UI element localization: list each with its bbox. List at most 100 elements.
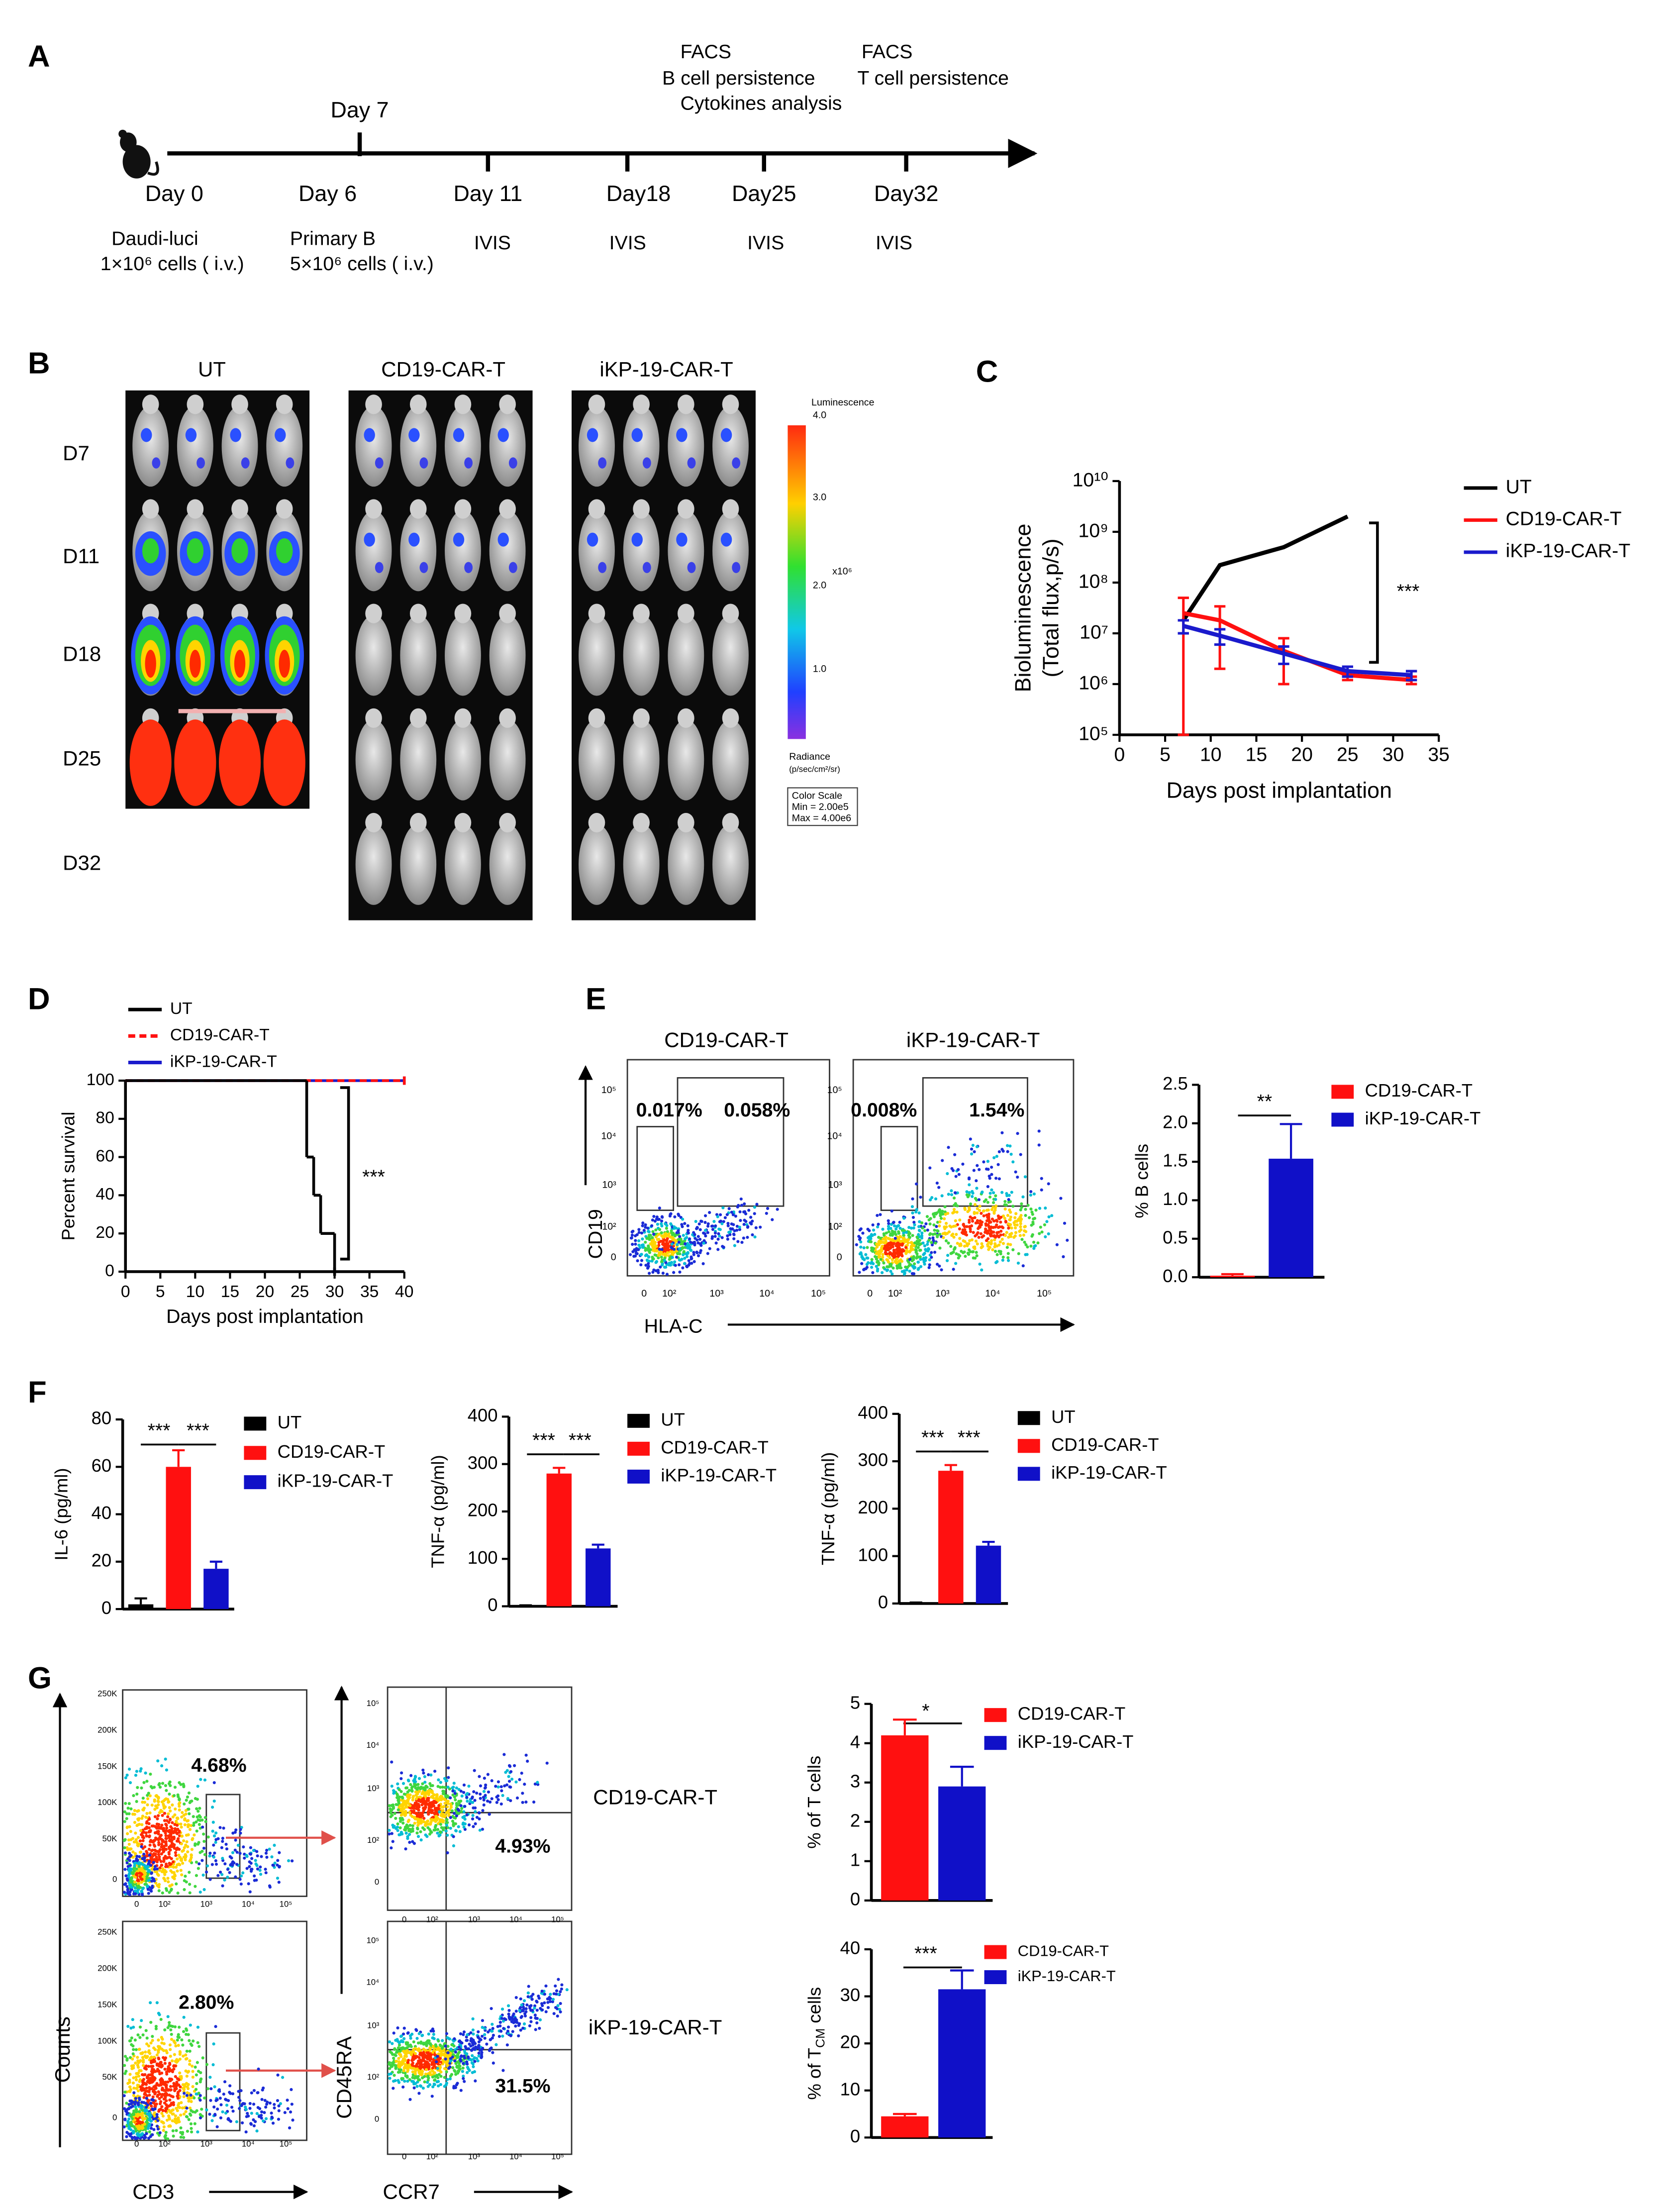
flow-event [685, 1252, 689, 1256]
flow-event [678, 1270, 682, 1274]
flow-event [703, 1232, 707, 1235]
flow-event [141, 1839, 145, 1842]
flow-event [219, 2116, 222, 2119]
flow-event [211, 1829, 214, 1833]
gate [677, 1077, 785, 1207]
flow-event [202, 1846, 206, 1850]
flow-event [194, 2065, 197, 2069]
flow-event [439, 1795, 443, 1798]
flow-event [963, 1207, 967, 1211]
flow-event [915, 1239, 919, 1243]
flow-event [928, 1253, 932, 1257]
flow-event [659, 1265, 662, 1269]
flow-event [164, 1805, 167, 1809]
flow-event [424, 1791, 427, 1794]
flow-event [436, 1785, 440, 1788]
flow-event [928, 1258, 931, 1262]
flow-event [178, 2025, 181, 2029]
flow-event [944, 1239, 948, 1243]
flow-event [132, 2048, 135, 2051]
flow-event [924, 1259, 927, 1262]
flow-event [213, 2085, 216, 2089]
flow-event [123, 1851, 127, 1855]
flow-event [402, 1792, 406, 1796]
flow-event [441, 2039, 444, 2042]
flow-event [149, 1864, 153, 1867]
flow-event [1059, 1197, 1063, 1200]
flow-event [400, 2039, 403, 2042]
flow-event [178, 1781, 181, 1785]
flow-event [149, 2065, 153, 2068]
flow-event [175, 1823, 179, 1827]
flow-event [969, 1230, 972, 1233]
flow-event [1032, 1192, 1036, 1196]
flow-event [156, 1759, 160, 1763]
flow-event [445, 2064, 449, 2068]
flow-event [265, 1855, 269, 1859]
flow-event [136, 2089, 140, 2093]
flow-event [886, 1248, 890, 1251]
flow-event [250, 2111, 253, 2115]
flow-event [168, 2063, 172, 2066]
flow-event [884, 1235, 887, 1239]
flow-event [196, 1785, 199, 1788]
flow-event [142, 2078, 146, 2081]
flow-event [223, 2080, 227, 2084]
flow-event [173, 1874, 177, 1878]
flow-event [913, 1223, 916, 1226]
flow-event [1001, 1258, 1004, 1262]
flow-event [457, 1809, 461, 1812]
flow-event [174, 1865, 178, 1869]
flow-event [138, 2047, 141, 2051]
flow-event [396, 2079, 400, 2082]
flow-event [135, 1792, 139, 1796]
flow-event [150, 2059, 153, 2063]
flow-event [240, 2103, 244, 2106]
flow-event [711, 1227, 715, 1231]
flow-event [471, 1795, 474, 1799]
flow-event [150, 2078, 153, 2081]
flow-event [931, 1236, 935, 1240]
flow-event [914, 1210, 918, 1214]
flow-event [928, 1222, 932, 1226]
flow-event [156, 2119, 160, 2122]
flow-event [163, 2135, 167, 2138]
flow-event [417, 1777, 421, 1780]
flow-event [174, 2114, 177, 2117]
flow-event [452, 1811, 456, 1815]
flow-event [681, 1266, 685, 1270]
flow-event [423, 1788, 427, 1792]
flow-event [1003, 1233, 1007, 1237]
flow-event [414, 2056, 417, 2060]
flow-event [1040, 1177, 1043, 1180]
flow-event [858, 1252, 862, 1256]
flow-event [127, 1767, 131, 1771]
flow-event [129, 2122, 132, 2126]
flow-event [980, 1223, 983, 1226]
flow-event [249, 1846, 252, 1849]
flow-event [441, 1809, 445, 1812]
mouse-icon [118, 129, 159, 179]
flow-event [263, 2099, 267, 2102]
flow-event [414, 2075, 418, 2079]
flow-event [169, 2088, 172, 2092]
flow-event [175, 1828, 179, 1832]
flow-event [224, 1842, 228, 1846]
flow-event [523, 1783, 526, 1786]
flow-event [644, 1225, 647, 1229]
flow-event [403, 2079, 406, 2083]
flow-event [410, 2032, 414, 2036]
flow-event [392, 2056, 395, 2060]
flow-event [403, 1828, 406, 1831]
flow-event [933, 1250, 937, 1254]
flow-event [721, 1206, 725, 1209]
flow-event [943, 1210, 947, 1214]
flow-event [967, 1242, 971, 1245]
flow-event [125, 1861, 129, 1865]
flow-event [144, 1879, 148, 1883]
flow-event [689, 1249, 693, 1252]
flow-event [276, 1863, 279, 1867]
flow-event [136, 2084, 139, 2087]
flow-event [171, 2070, 175, 2074]
flow-event [905, 1243, 909, 1247]
